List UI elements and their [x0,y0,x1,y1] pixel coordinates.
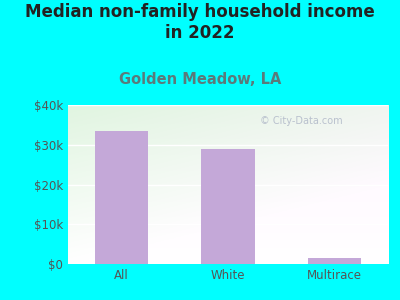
Text: Median non-family household income
in 2022: Median non-family household income in 20… [25,3,375,42]
Text: Golden Meadow, LA: Golden Meadow, LA [119,72,281,87]
Bar [308,258,361,264]
Bar [201,149,255,264]
Text: © City-Data.com: © City-Data.com [260,116,343,126]
Bar [95,131,148,264]
